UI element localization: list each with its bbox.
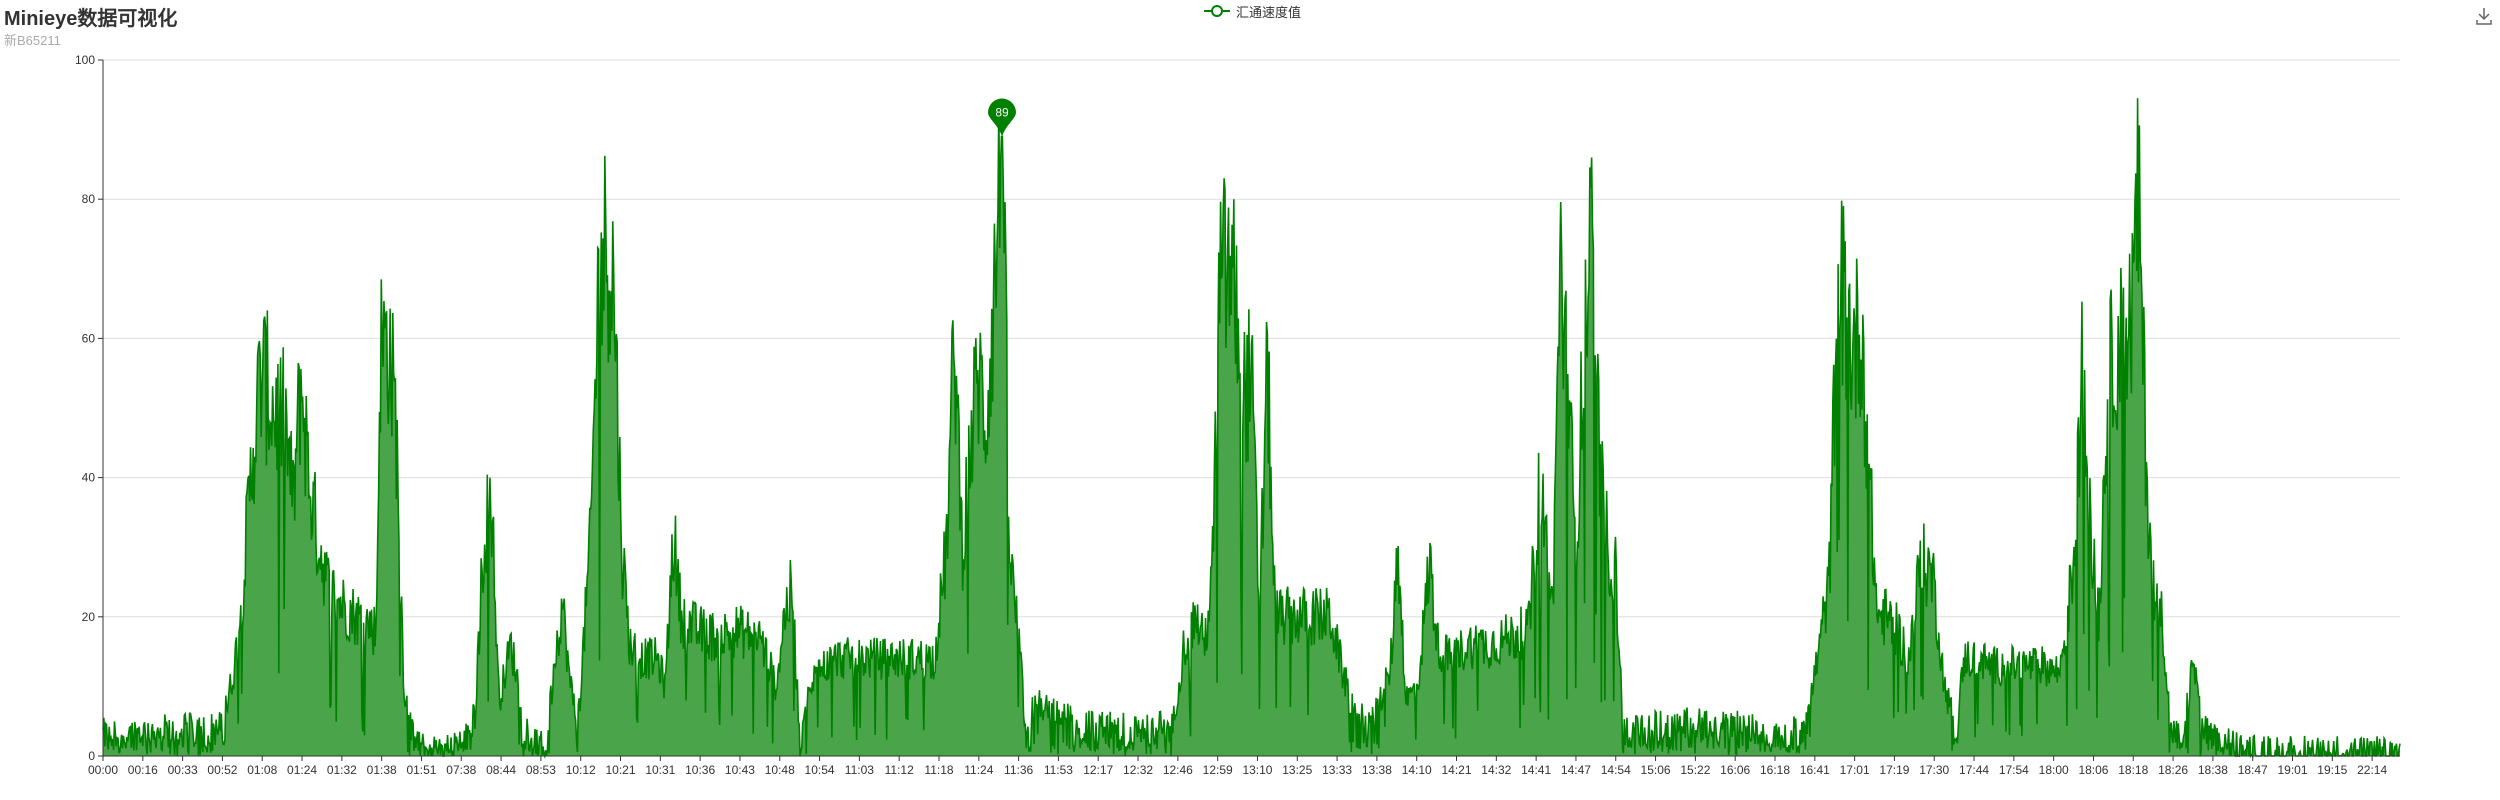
- peak-pin-label: 89: [995, 106, 1009, 120]
- x-tick-label: 01:08: [247, 763, 277, 777]
- series-area: [102, 98, 2401, 760]
- legend-item[interactable]: 汇通速度值: [1204, 2, 1301, 20]
- peak-pin: 89: [987, 98, 1016, 137]
- x-tick-label: 17:44: [1959, 763, 1989, 777]
- x-tick-label: 10:21: [606, 763, 636, 777]
- x-tick-label: 17:01: [1840, 763, 1870, 777]
- x-tick-label: 10:43: [725, 763, 755, 777]
- x-tick-label: 01:32: [327, 763, 357, 777]
- x-tick-label: 19:15: [2317, 763, 2347, 777]
- x-tick-label: 01:24: [287, 763, 317, 777]
- x-tick-label: 18:18: [2118, 763, 2148, 777]
- x-tick-label: 12:46: [1163, 763, 1193, 777]
- y-tick-label: 80: [82, 192, 96, 206]
- x-tick-label: 00:00: [88, 763, 118, 777]
- x-tick-label: 17:19: [1879, 763, 1909, 777]
- x-tick-label: 10:31: [645, 763, 675, 777]
- x-tick-label: 15:22: [1680, 763, 1710, 777]
- x-tick-label: 17:54: [1999, 763, 2029, 777]
- x-tick-label: 22:14: [2357, 763, 2387, 777]
- series-area-fill: [103, 98, 2400, 757]
- x-tick-label: 14:21: [1442, 763, 1472, 777]
- chart-subtitle: 新B65211: [4, 33, 61, 48]
- x-tick-label: 00:52: [207, 763, 237, 777]
- y-tick-label: 40: [82, 471, 96, 485]
- x-tick-label: 00:16: [128, 763, 158, 777]
- series-line: [102, 98, 2401, 760]
- x-tick-label: 15:06: [1641, 763, 1671, 777]
- x-tick-label: 10:12: [566, 763, 596, 777]
- x-tick-label: 07:38: [446, 763, 476, 777]
- chart-title: Minieye数据可视化: [4, 8, 178, 30]
- x-tick-label: 18:47: [2238, 763, 2268, 777]
- y-axis-ticks: 0 20 40 60 80 100: [75, 53, 103, 763]
- y-tick-label: 0: [88, 749, 95, 763]
- legend-line-circle-icon: [1204, 5, 1230, 17]
- x-tick-label: 10:36: [685, 763, 715, 777]
- x-tick-label: 13:10: [1242, 763, 1272, 777]
- axes: [102, 60, 2400, 757]
- x-tick-label: 14:10: [1402, 763, 1432, 777]
- x-tick-label: 11:53: [1044, 763, 1073, 777]
- peak-marker: 89: [987, 98, 1016, 137]
- x-tick-label: 08:44: [486, 763, 516, 777]
- x-tick-label: 16:18: [1760, 763, 1790, 777]
- y-tick-label: 60: [82, 331, 96, 345]
- x-tick-label: 17:30: [1919, 763, 1949, 777]
- x-tick-label: 18:26: [2158, 763, 2188, 777]
- x-tick-label: 13:33: [1322, 763, 1352, 777]
- x-tick-label: 00:33: [168, 763, 198, 777]
- x-tick-label: 11:03: [845, 763, 874, 777]
- download-icon[interactable]: [2474, 6, 2494, 26]
- x-tick-label: 08:53: [526, 763, 556, 777]
- x-tick-label: 13:38: [1362, 763, 1392, 777]
- x-tick-label: 01:38: [367, 763, 397, 777]
- x-tick-label: 18:00: [2039, 763, 2069, 777]
- x-tick-label: 01:51: [406, 763, 436, 777]
- x-tick-label: 16:06: [1720, 763, 1750, 777]
- x-tick-label: 10:54: [805, 763, 835, 777]
- x-tick-label: 12:32: [1123, 763, 1153, 777]
- x-tick-label: 11:36: [1004, 763, 1033, 777]
- x-tick-label: 10:48: [765, 763, 795, 777]
- x-tick-label: 11:18: [924, 763, 953, 777]
- x-tick-label: 14:32: [1481, 763, 1511, 777]
- legend-label: 汇通速度值: [1236, 4, 1302, 20]
- x-axis-ticks: 00:00 00:16 00:33 00:52 01:08 01:24 01:32 01:38…: [88, 756, 2387, 777]
- y-tick-label: 100: [75, 53, 95, 67]
- x-tick-label: 18:38: [2198, 763, 2228, 777]
- x-tick-label: 14:47: [1561, 763, 1591, 777]
- x-tick-label: 11:24: [964, 763, 993, 777]
- x-tick-label: 16:41: [1800, 763, 1830, 777]
- x-tick-label: 12:59: [1203, 763, 1233, 777]
- x-tick-label: 13:25: [1282, 763, 1312, 777]
- x-tick-label: 14:54: [1601, 763, 1631, 777]
- x-tick-label: 14:41: [1521, 763, 1551, 777]
- x-tick-label: 18:06: [2078, 763, 2108, 777]
- y-tick-label: 20: [82, 610, 96, 624]
- x-tick-label: 11:12: [885, 763, 914, 777]
- x-tick-label: 19:01: [2277, 763, 2307, 777]
- x-tick-label: 12:17: [1083, 763, 1113, 777]
- peak-pin-shape: [987, 98, 1016, 137]
